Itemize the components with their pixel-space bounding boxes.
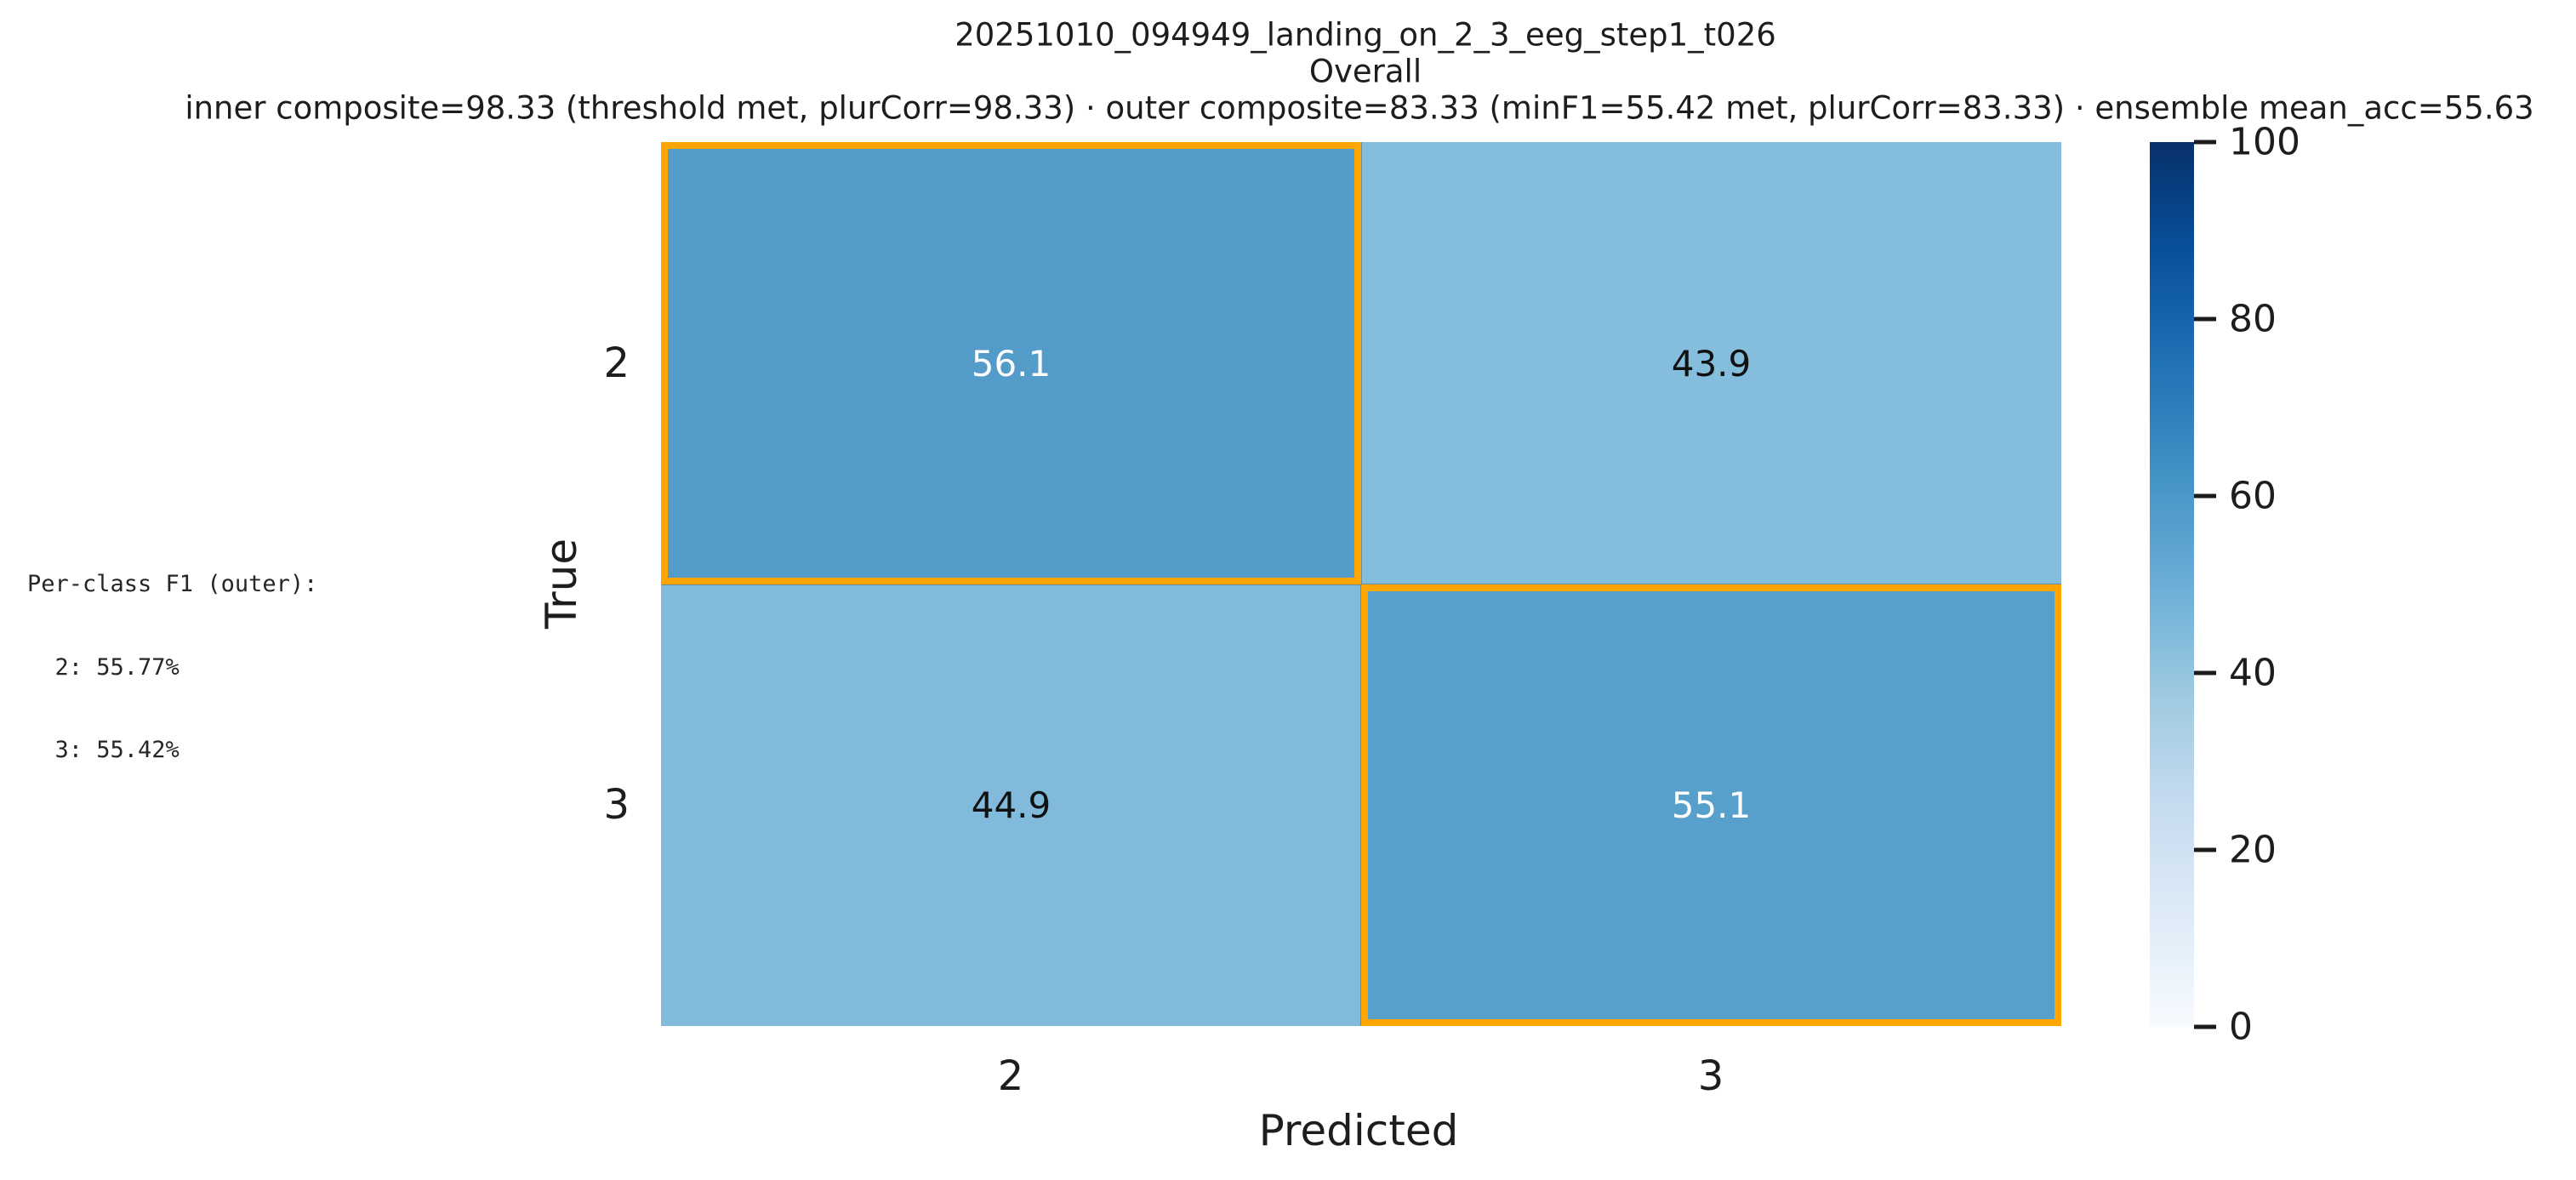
x-tick-label-3: 3	[1697, 1052, 1724, 1100]
heatmap-matrix: 56.1 43.9 44.9 55.1	[661, 142, 2061, 1026]
y-tick-label-3: 3	[603, 781, 630, 829]
colorbar-tick-0	[2194, 1024, 2216, 1029]
y-tick-label-2: 2	[603, 339, 630, 387]
colorbar-tick-40	[2194, 670, 2216, 676]
diagonal-highlight-rect-bottom-right	[1361, 584, 2061, 1026]
colorbar-tick-80	[2194, 316, 2216, 322]
x-tick-label-2: 2	[997, 1052, 1024, 1100]
cell-divider-vertical	[1360, 142, 1362, 1026]
colorbar-tick-label-40: 40	[2229, 651, 2277, 695]
per-class-f1-annotation: Per-class F1 (outer): 2: 55.77% 3: 55.42…	[27, 516, 317, 820]
chart-metrics-line: inner composite=98.33 (threshold met, pl…	[185, 89, 2534, 127]
chart-title: 20251010_094949_landing_on_2_3_eeg_step1…	[955, 16, 1776, 54]
colorbar-tick-label-0: 0	[2229, 1005, 2253, 1049]
diagonal-highlight-rect-top-left	[661, 142, 1361, 584]
per-class-f1-class2: 2: 55.77%	[27, 653, 180, 681]
chart-subtitle: Overall	[1308, 53, 1422, 90]
colorbar-tick-label-20: 20	[2229, 828, 2277, 872]
colorbar-tick-20	[2194, 847, 2216, 852]
per-class-f1-class3: 3: 55.42%	[27, 737, 180, 763]
heatmap-cell-true3-pred2: 44.9	[661, 584, 1361, 1026]
colorbar-tick-100	[2194, 140, 2216, 145]
per-class-f1-header: Per-class F1 (outer):	[27, 571, 318, 597]
colorbar-tick-label-100: 100	[2229, 120, 2300, 164]
y-axis-label: True	[537, 538, 586, 630]
heatmap-cell-true2-pred2: 56.1	[661, 142, 1361, 584]
heatmap-cell-true2-pred3: 43.9	[1361, 142, 2061, 584]
x-axis-label: Predicted	[1258, 1106, 1459, 1155]
colorbar-tick-label-80: 80	[2229, 297, 2277, 341]
heatmap-cell-true3-pred3: 55.1	[1361, 584, 2061, 1026]
colorbar-gradient	[2150, 142, 2194, 1027]
colorbar-tick-60	[2194, 493, 2216, 499]
colorbar-tick-label-60: 60	[2229, 474, 2277, 518]
